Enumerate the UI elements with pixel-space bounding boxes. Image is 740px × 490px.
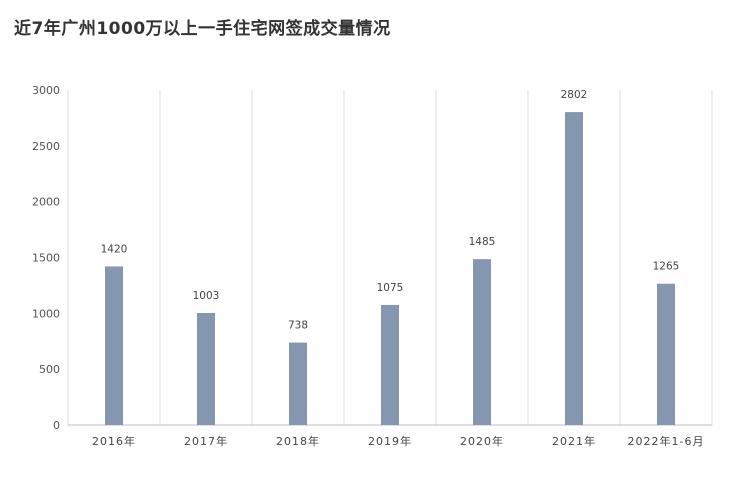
y-tick-label: 1500 xyxy=(32,252,60,265)
y-tick-label: 0 xyxy=(53,419,60,432)
data-label: 1265 xyxy=(653,261,680,273)
data-label: 1003 xyxy=(193,290,220,302)
data-label: 2802 xyxy=(561,89,588,101)
x-tick-label: 2020年 xyxy=(460,434,504,448)
bar xyxy=(657,283,675,425)
data-label: 1485 xyxy=(469,236,496,248)
y-tick-label: 3000 xyxy=(32,84,60,97)
bar xyxy=(565,112,583,426)
bar xyxy=(105,266,123,425)
grid-layer xyxy=(67,90,713,425)
y-tick-label: 1000 xyxy=(32,307,60,320)
chart-title: 近7年广州1000万以上一手住宅网签成交量情况 xyxy=(14,19,391,39)
x-tick-label: 2017年 xyxy=(184,434,228,448)
x-tick-label: 2021年 xyxy=(552,434,596,448)
x-tick-label: 2018年 xyxy=(276,434,320,448)
y-tick-label: 500 xyxy=(39,363,60,376)
bar xyxy=(381,304,399,425)
data-label: 738 xyxy=(288,320,308,332)
y-tick-label: 2500 xyxy=(32,140,60,153)
bar xyxy=(197,312,215,425)
bar-layer xyxy=(105,112,675,426)
bar xyxy=(289,342,307,425)
axis-layer: 0 500 1000 1500 2000 2500 3000 2016年 2017年 2018年 2… xyxy=(32,84,712,448)
label-layer: 1420 1003 738 1075 1485 2802 1265 xyxy=(101,89,680,331)
x-tick-label: 2022年1-6月 xyxy=(628,434,705,448)
y-tick-label: 2000 xyxy=(32,196,60,209)
x-tick-label: 2019年 xyxy=(368,434,412,448)
bar xyxy=(473,259,491,425)
data-label: 1075 xyxy=(377,282,404,294)
data-label: 1420 xyxy=(101,243,128,255)
x-tick-label: 2016年 xyxy=(92,434,136,448)
